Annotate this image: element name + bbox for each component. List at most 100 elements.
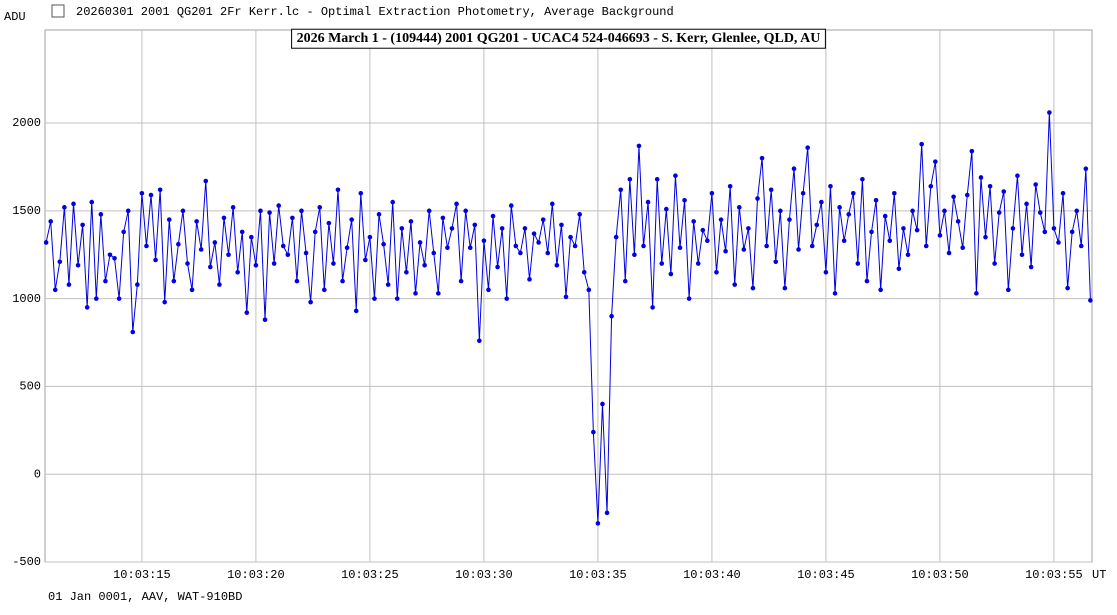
data-point — [892, 190, 897, 196]
data-point — [358, 190, 364, 196]
data-point — [353, 308, 359, 314]
data-point — [577, 212, 582, 217]
data-point — [568, 234, 573, 240]
data-point — [75, 262, 81, 268]
data-point — [1028, 264, 1034, 270]
data-point — [622, 278, 628, 284]
data-point — [385, 282, 391, 287]
data-point — [322, 287, 327, 293]
data-point — [823, 269, 829, 275]
data-point — [545, 250, 551, 256]
data-point — [705, 238, 710, 243]
data-point — [1015, 173, 1020, 179]
data-point — [157, 187, 163, 193]
data-point — [860, 176, 865, 182]
data-point — [928, 183, 934, 189]
data-point — [974, 291, 979, 296]
data-point — [951, 194, 956, 200]
data-point — [513, 243, 519, 249]
data-point — [217, 282, 222, 287]
data-point — [381, 241, 386, 247]
data-point — [481, 238, 487, 243]
plot-area — [44, 29, 1093, 563]
data-point — [832, 291, 838, 296]
data-point — [1001, 189, 1007, 194]
data-point — [664, 206, 669, 212]
data-point — [978, 175, 984, 180]
data-point — [445, 245, 450, 251]
data-point — [987, 183, 993, 189]
data-point — [253, 262, 259, 268]
y-tick-label: 500 — [19, 380, 41, 394]
data-point — [367, 234, 373, 240]
data-point — [499, 226, 505, 231]
data-point — [1019, 252, 1025, 258]
data-point — [591, 429, 596, 435]
data-point — [458, 278, 464, 284]
data-point — [349, 217, 354, 222]
data-point — [695, 261, 701, 266]
data-point — [613, 234, 619, 240]
data-point — [472, 222, 478, 228]
window-icon — [51, 4, 65, 18]
data-point — [1033, 182, 1038, 187]
data-point — [404, 269, 409, 275]
data-point — [43, 240, 49, 245]
data-point — [933, 159, 938, 164]
x-tick-label: 10:03:50 — [911, 568, 969, 582]
data-point — [144, 243, 149, 249]
data-point — [189, 287, 195, 293]
data-point — [185, 261, 190, 266]
data-point — [290, 215, 295, 221]
data-point — [983, 234, 988, 240]
data-point — [691, 219, 696, 224]
data-point — [746, 226, 751, 231]
data-point — [285, 252, 291, 258]
data-point — [878, 287, 883, 293]
data-point — [413, 291, 418, 296]
y-tick-label: 0 — [34, 467, 41, 481]
data-point — [778, 208, 783, 214]
data-point — [148, 192, 154, 198]
data-point — [700, 227, 706, 233]
data-point — [632, 252, 637, 258]
data-point — [52, 287, 58, 293]
data-point — [271, 261, 277, 266]
data-point — [942, 208, 947, 214]
data-point — [654, 176, 660, 182]
data-point — [741, 247, 747, 252]
data-point — [764, 243, 769, 249]
data-point — [550, 201, 555, 207]
data-point — [586, 287, 592, 293]
data-point — [837, 205, 842, 210]
data-point — [659, 261, 665, 266]
data-point — [486, 287, 491, 293]
data-point — [650, 305, 655, 310]
data-point — [166, 217, 172, 222]
data-point — [627, 176, 633, 182]
data-point — [595, 521, 601, 526]
data-point — [873, 198, 879, 203]
data-point — [408, 219, 414, 224]
data-point — [299, 208, 304, 214]
data-point — [723, 248, 728, 254]
data-point — [249, 234, 254, 240]
data-point — [641, 243, 646, 249]
data-point — [112, 255, 117, 261]
data-point — [62, 205, 67, 210]
data-point — [864, 278, 870, 284]
data-point — [422, 262, 427, 268]
data-point — [527, 277, 532, 282]
y-axis-label: ADU — [4, 10, 26, 24]
data-point — [203, 178, 209, 184]
data-point — [449, 226, 455, 231]
data-point — [600, 401, 605, 407]
data-point — [828, 183, 833, 189]
data-point — [340, 278, 345, 284]
data-point — [1069, 229, 1075, 235]
data-point — [809, 243, 815, 249]
data-point — [244, 310, 250, 315]
data-point — [1037, 210, 1043, 215]
data-point — [923, 243, 929, 249]
